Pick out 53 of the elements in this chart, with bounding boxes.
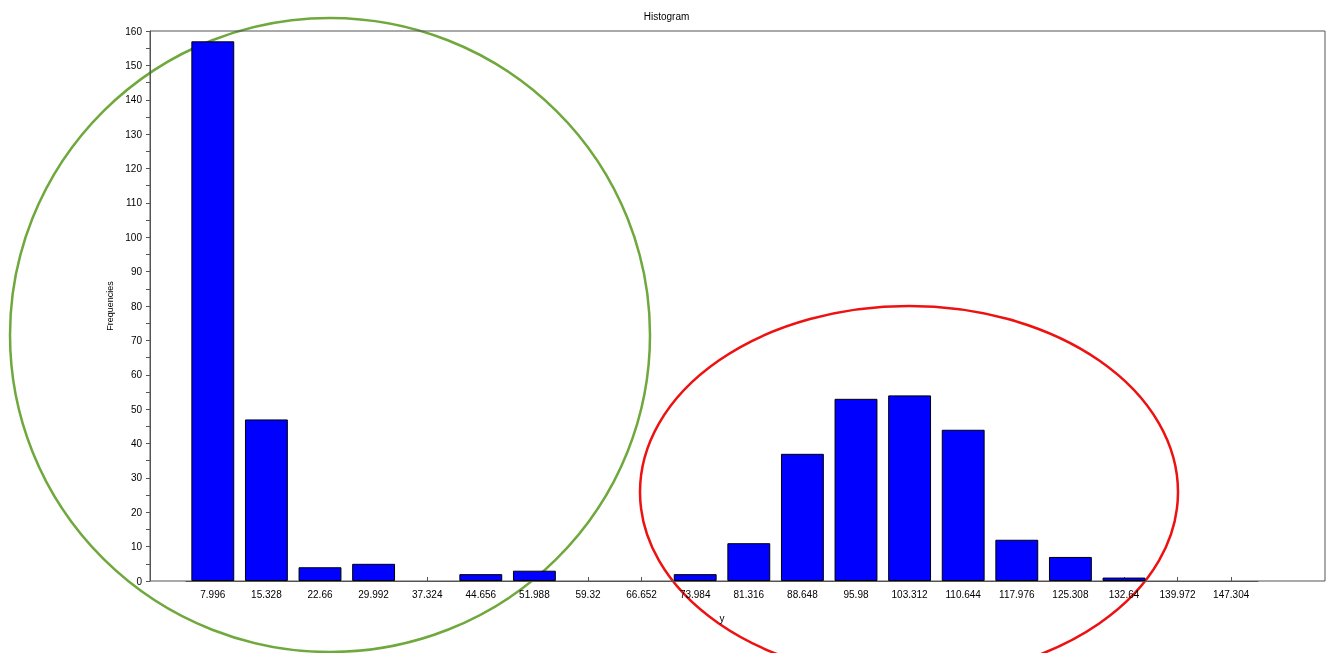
y-tick-label: 20 bbox=[130, 506, 143, 518]
bar bbox=[512, 570, 556, 581]
x-tick-label: 147.304 bbox=[1213, 588, 1250, 600]
bar bbox=[298, 567, 342, 581]
x-tick-label: 88.648 bbox=[787, 588, 819, 600]
x-tick-label: 37.324 bbox=[411, 588, 443, 600]
y-tick-label: 100 bbox=[125, 231, 143, 243]
x-tick-label: 81.316 bbox=[733, 588, 765, 600]
bar bbox=[352, 563, 396, 581]
y-tick-label: 70 bbox=[130, 334, 143, 346]
y-tick-label: 110 bbox=[126, 197, 143, 209]
y-axis-title: Frequencies bbox=[104, 280, 115, 331]
bar bbox=[780, 453, 824, 581]
y-tick-label: 90 bbox=[130, 266, 143, 278]
y-tick-label: 30 bbox=[130, 472, 143, 484]
x-tick-label: 125.308 bbox=[1052, 588, 1089, 600]
bar bbox=[1102, 577, 1146, 581]
x-tick-label: 51.988 bbox=[519, 588, 551, 600]
x-axis-title: y bbox=[719, 612, 725, 624]
y-tick-label: 40 bbox=[130, 438, 143, 449]
x-tick-label: 139.972 bbox=[1159, 588, 1197, 600]
bar bbox=[834, 398, 878, 581]
x-tick-label: 95.98 bbox=[843, 588, 869, 600]
bar bbox=[888, 395, 932, 581]
y-tick-label: 10 bbox=[130, 541, 143, 553]
bar bbox=[191, 41, 235, 581]
x-tick-label: 110.644 bbox=[945, 588, 982, 600]
y-tick-label: 80 bbox=[130, 300, 143, 312]
x-tick-label: 15.328 bbox=[251, 588, 283, 600]
y-tick-label: 60 bbox=[130, 369, 143, 381]
y-tick-label: 140 bbox=[125, 94, 143, 106]
y-tick-label: 120 bbox=[125, 163, 143, 174]
x-tick-label: 117.976 bbox=[999, 588, 1035, 600]
y-tick-label: 130 bbox=[125, 128, 143, 140]
bar bbox=[1048, 556, 1092, 581]
chart-title: Histogram bbox=[643, 10, 690, 22]
x-tick-label: 29.992 bbox=[358, 588, 390, 600]
y-tick-label: 0 bbox=[136, 575, 143, 587]
y-tick-label: 160 bbox=[125, 25, 143, 37]
bar bbox=[995, 539, 1039, 581]
x-tick-label: 22.66 bbox=[307, 588, 333, 600]
x-tick-label: 44.656 bbox=[465, 588, 497, 600]
x-tick-label: 59.32 bbox=[575, 588, 601, 600]
bar bbox=[244, 419, 288, 581]
x-tick-label: 7.996 bbox=[200, 588, 226, 600]
y-tick-label: 50 bbox=[130, 403, 143, 415]
bar bbox=[941, 429, 985, 581]
bar bbox=[727, 543, 771, 581]
x-tick-label: 103.312 bbox=[891, 588, 929, 600]
x-tick-label: 66.652 bbox=[626, 588, 658, 600]
bar bbox=[673, 574, 717, 581]
bar bbox=[459, 574, 503, 581]
y-tick-label: 150 bbox=[125, 59, 143, 71]
